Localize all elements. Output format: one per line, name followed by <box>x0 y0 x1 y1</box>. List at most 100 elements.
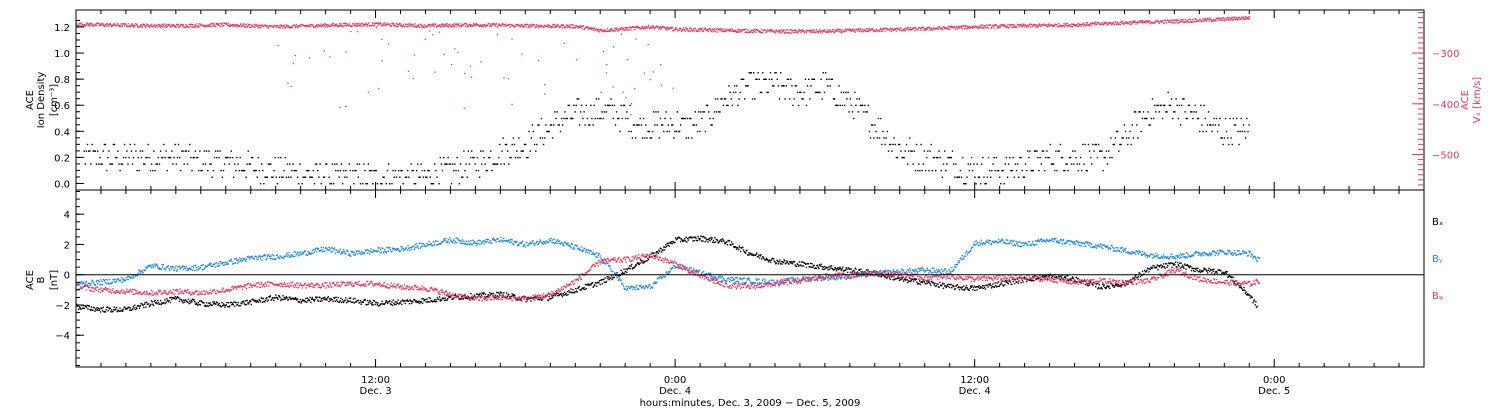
bx-point <box>329 298 331 300</box>
density-point <box>222 169 225 172</box>
bx-point <box>98 309 100 312</box>
vx-point <box>754 30 756 32</box>
bx-point <box>1202 270 1204 273</box>
density-point <box>646 137 648 139</box>
vx-point <box>599 28 602 31</box>
bx-point <box>550 297 552 300</box>
vx-point <box>1037 26 1039 28</box>
bx-point <box>345 297 347 299</box>
vx-point <box>397 25 400 27</box>
vx-point <box>779 31 781 33</box>
bx-point <box>1031 279 1033 282</box>
vx-point <box>235 26 237 28</box>
bx-point <box>1088 284 1090 287</box>
density-point <box>513 143 516 146</box>
vx-point <box>1038 23 1040 25</box>
vx-point <box>212 23 214 25</box>
density-point <box>208 150 210 152</box>
vx-point <box>339 106 341 109</box>
density-point <box>1011 169 1013 172</box>
vx-point <box>667 29 669 31</box>
bx-point <box>800 264 802 266</box>
vx-point <box>898 28 900 31</box>
bx-point <box>362 301 364 303</box>
bx-point <box>1167 264 1169 267</box>
vx-point <box>715 31 717 33</box>
density-point <box>282 176 284 178</box>
density-point <box>369 169 372 172</box>
vx-point <box>1244 17 1246 19</box>
vx-point <box>848 29 850 31</box>
vx-point <box>1145 20 1147 22</box>
bx-point <box>829 265 831 267</box>
bx-point <box>258 298 260 301</box>
bx-point <box>238 305 241 307</box>
vx-point <box>1156 19 1158 21</box>
density-point <box>645 124 647 126</box>
bx-point <box>1002 285 1005 287</box>
vx-point <box>451 23 453 26</box>
vx-point <box>460 25 462 27</box>
density-point <box>574 111 576 113</box>
bx-point <box>1011 278 1014 280</box>
bx-point <box>778 261 780 263</box>
vx-point <box>1109 22 1111 25</box>
density-point <box>844 104 846 107</box>
bx-point <box>988 284 991 286</box>
vx-point <box>555 26 557 28</box>
bx-point <box>211 304 213 306</box>
bx-point <box>359 301 361 304</box>
density-point <box>873 137 875 139</box>
bx-point <box>912 278 914 280</box>
density-point <box>381 183 383 185</box>
vx-point <box>609 30 612 32</box>
vx-point <box>396 23 398 25</box>
bx-point <box>435 299 437 301</box>
vx-point <box>744 28 747 30</box>
bx-point <box>740 250 742 253</box>
density-point <box>967 163 969 165</box>
vx-point <box>865 30 867 33</box>
density-point <box>275 176 277 178</box>
density-point <box>872 124 874 126</box>
density-point <box>114 156 117 159</box>
vx-tick-label: −300 <box>1432 49 1459 60</box>
bx-point <box>208 302 210 304</box>
density-point <box>261 163 263 165</box>
vx-point <box>1174 19 1177 21</box>
bx-point <box>102 306 104 309</box>
vx-point <box>129 24 131 26</box>
bx-point <box>809 262 812 265</box>
density-point <box>1121 137 1123 139</box>
density-point <box>720 98 722 100</box>
vx-point <box>764 29 766 31</box>
bx-point <box>383 303 385 306</box>
vx-point <box>747 32 749 34</box>
bx-point <box>626 268 629 271</box>
vx-point <box>722 31 725 33</box>
vx-point <box>1043 23 1045 25</box>
vx-point <box>110 24 112 26</box>
vx-point <box>977 27 980 30</box>
vx-point <box>288 25 290 28</box>
vx-point <box>488 22 490 25</box>
bx-point <box>436 297 439 299</box>
bx-point <box>1148 271 1150 273</box>
density-point <box>1187 104 1190 107</box>
bx-point <box>142 304 144 306</box>
bx-point <box>849 268 851 270</box>
vx-point <box>932 29 934 31</box>
bx-point <box>278 294 280 297</box>
density-point <box>432 183 435 185</box>
bx-point <box>125 308 127 311</box>
bx-point <box>526 298 528 301</box>
vx-point <box>1155 20 1157 22</box>
vx-point <box>780 32 782 34</box>
vx-point <box>80 22 83 24</box>
bx-point <box>1213 273 1216 275</box>
vx-point <box>278 27 280 29</box>
bx-point <box>76 303 78 306</box>
vx-point <box>331 24 333 26</box>
vx-point <box>287 82 289 84</box>
density-point <box>890 143 892 146</box>
